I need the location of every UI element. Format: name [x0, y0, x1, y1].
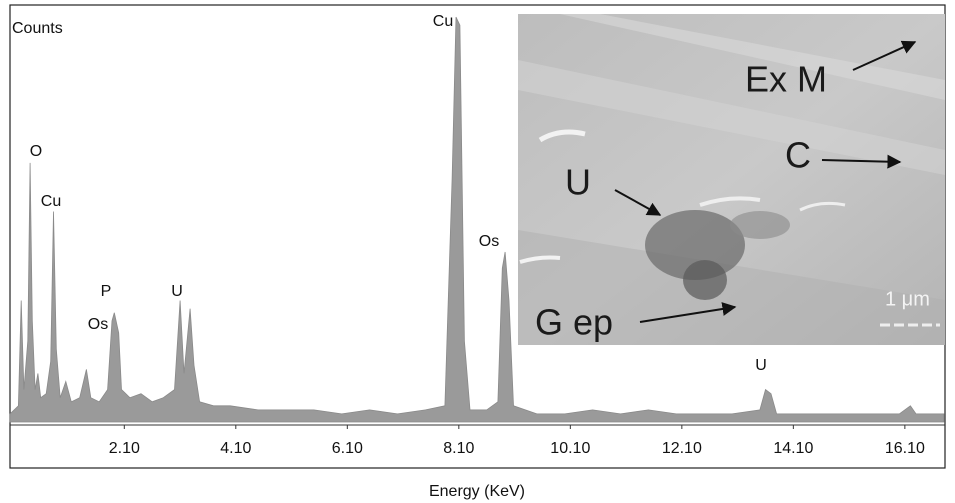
inset-band: [518, 60, 945, 175]
inset-band: [560, 14, 945, 100]
inset-label: G ep: [535, 302, 613, 343]
inset-band: [518, 230, 945, 345]
inset-particle: [730, 211, 790, 239]
x-tick-label: 6.10: [332, 440, 363, 457]
inset-label: U: [565, 162, 591, 203]
y-axis-label: Counts: [12, 20, 63, 37]
x-tick-label: 12.10: [662, 440, 702, 457]
inset-particle: [645, 210, 745, 280]
inset-label: C: [785, 135, 811, 176]
arrow: [639, 302, 737, 323]
peak-label: Cu: [433, 13, 453, 30]
peak-label: P: [101, 283, 112, 300]
peak-label: O: [30, 143, 42, 160]
x-tick-label: 4.10: [220, 440, 251, 457]
inset-streak: [519, 255, 561, 264]
inset-streak: [799, 201, 846, 212]
inset-particle: [683, 260, 727, 300]
peak-label: U: [755, 357, 767, 374]
x-tick-label: 10.10: [550, 440, 590, 457]
arrow: [852, 40, 917, 71]
peak-label: Os: [88, 316, 108, 333]
scale-bar-label: 1 μm: [885, 288, 930, 310]
peak-label: U: [171, 283, 183, 300]
inset-streak: [699, 196, 761, 207]
x-tick-label: 8.10: [443, 440, 474, 457]
spectrum: [9, 16, 945, 423]
x-tick-label: 14.10: [773, 440, 813, 457]
arrow: [614, 189, 662, 216]
x-tick-label: 2.10: [109, 440, 140, 457]
inset-streak: [538, 129, 586, 143]
peak-label: Cu: [41, 193, 61, 210]
x-tick-label: 16.10: [885, 440, 925, 457]
inset-label: Ex M: [745, 59, 827, 100]
x-axis-label: Energy (KeV): [429, 483, 525, 500]
peak-label: Os: [479, 233, 499, 250]
micrograph-inset: Ex M C U G ep 1 μm: [518, 14, 945, 345]
arrow: [821, 154, 902, 169]
